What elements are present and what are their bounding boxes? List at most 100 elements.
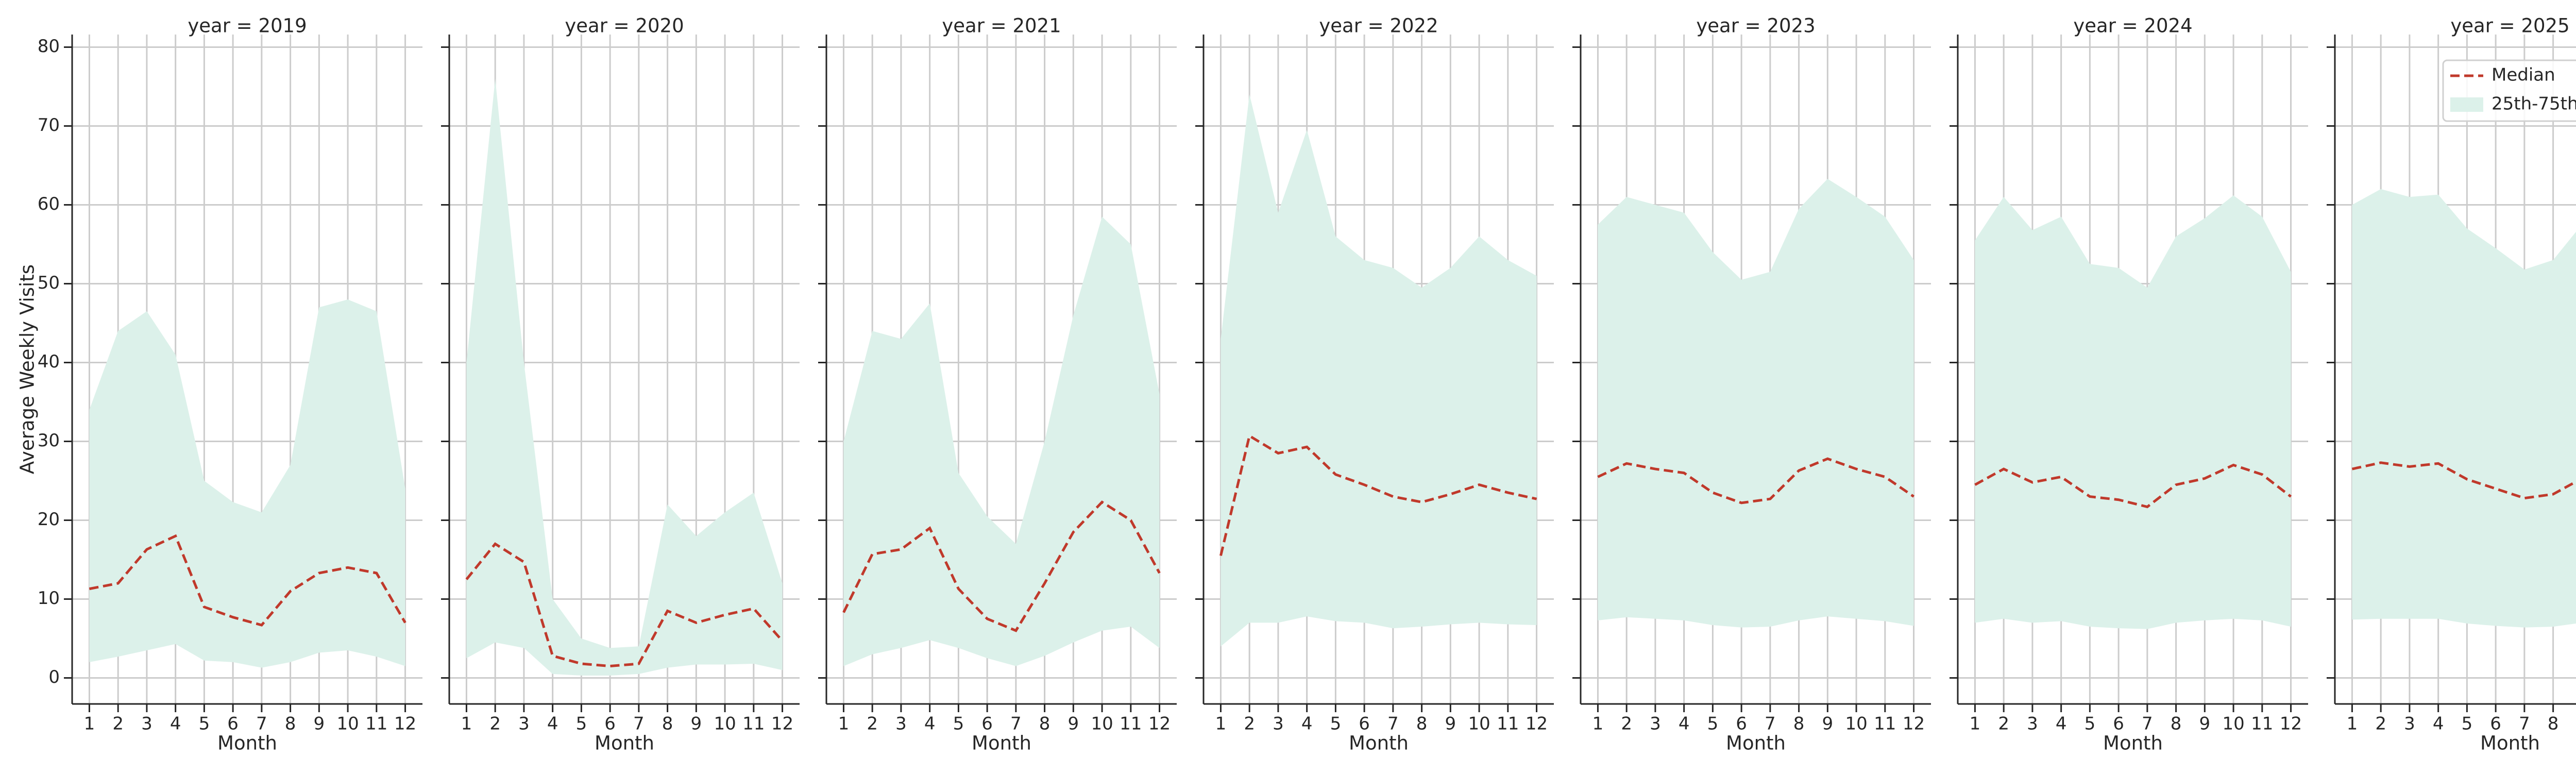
median-line <box>1974 463 2292 509</box>
x-tick-label: 6 <box>227 714 239 734</box>
facet-title: year = 2023 <box>1696 15 1815 37</box>
x-tick-label: 1 <box>1215 714 1227 734</box>
x-axis-label: Month <box>1726 732 1786 754</box>
y-tick-label: 10 <box>38 588 60 609</box>
x-tick-label: 7 <box>2142 714 2153 734</box>
x-tick-label: 6 <box>2113 714 2124 734</box>
median-line <box>842 500 1161 632</box>
y-axis-label: Average Weekly Visits <box>16 264 39 474</box>
x-tick-label: 9 <box>2199 714 2211 734</box>
x-tick-label: 9 <box>314 714 325 734</box>
y-tick-label: 60 <box>38 194 60 214</box>
x-tick-label: 7 <box>256 714 267 734</box>
x-tick-label: 11 <box>1874 714 1896 734</box>
median-line <box>465 542 784 668</box>
x-tick-label: 10 <box>714 714 736 734</box>
y-tick-label: 0 <box>48 667 60 687</box>
legend-label: 25th-75th Percentile <box>2492 94 2576 114</box>
x-tick-label: 5 <box>1707 714 1719 734</box>
x-tick-label: 9 <box>691 714 702 734</box>
facet-title: year = 2021 <box>942 15 1061 37</box>
x-tick-label: 6 <box>2490 714 2501 734</box>
x-tick-label: 10 <box>1468 714 1490 734</box>
x-tick-label: 3 <box>2404 714 2415 734</box>
median-line <box>1597 457 1914 505</box>
x-tick-label: 4 <box>1679 714 1690 734</box>
x-tick-label: 9 <box>1068 714 1079 734</box>
percentile-band <box>1598 178 1914 628</box>
x-tick-label: 8 <box>1793 714 1805 734</box>
x-tick-label: 11 <box>1120 714 1142 734</box>
x-tick-label: 4 <box>2433 714 2444 734</box>
percentile-band <box>466 78 783 676</box>
x-tick-label: 3 <box>2027 714 2038 734</box>
median-line <box>2351 461 2576 500</box>
x-tick-label: 6 <box>604 714 616 734</box>
facet-title: year = 2024 <box>2073 15 2192 37</box>
x-tick-label: 3 <box>1650 714 1661 734</box>
x-axis-label: Month <box>2480 732 2540 754</box>
x-tick-label: 8 <box>2171 714 2182 734</box>
x-tick-label: 1 <box>838 714 850 734</box>
x-tick-label: 3 <box>518 714 530 734</box>
x-tick-label: 2 <box>1621 714 1632 734</box>
facet-title: year = 2025 <box>2450 15 2569 37</box>
x-tick-label: 5 <box>953 714 964 734</box>
x-tick-label: 7 <box>1010 714 1022 734</box>
x-tick-label: 10 <box>2222 714 2244 734</box>
x-axis-label: Month <box>595 732 654 754</box>
x-axis-label: Month <box>2103 732 2163 754</box>
x-tick-label: 5 <box>2462 714 2473 734</box>
x-tick-label: 5 <box>2084 714 2096 734</box>
legend-swatch <box>2450 97 2483 112</box>
percentile-band <box>1975 195 2291 629</box>
x-tick-label: 11 <box>365 714 387 734</box>
x-tick-label: 7 <box>633 714 645 734</box>
x-tick-label: 3 <box>141 714 152 734</box>
x-tick-label: 4 <box>170 714 181 734</box>
x-tick-label: 1 <box>461 714 472 734</box>
x-tick-label: 12 <box>394 714 416 734</box>
x-tick-label: 6 <box>981 714 993 734</box>
percentile-band <box>1221 94 1537 647</box>
x-tick-label: 12 <box>1526 714 1548 734</box>
x-axis-label: Month <box>972 732 1031 754</box>
percentile-band <box>843 216 1160 666</box>
x-tick-label: 5 <box>576 714 587 734</box>
x-tick-label: 6 <box>1359 714 1370 734</box>
x-tick-label: 2 <box>867 714 878 734</box>
x-tick-label: 6 <box>1736 714 1747 734</box>
y-tick-label: 70 <box>38 115 60 136</box>
x-tick-label: 12 <box>1148 714 1171 734</box>
x-tick-label: 8 <box>2548 714 2559 734</box>
x-tick-label: 8 <box>662 714 673 734</box>
x-tick-label: 9 <box>1822 714 1834 734</box>
x-tick-label: 4 <box>924 714 936 734</box>
x-tick-label: 11 <box>2251 714 2273 734</box>
x-tick-label: 8 <box>285 714 296 734</box>
y-tick-label: 80 <box>38 36 60 57</box>
x-tick-label: 4 <box>547 714 558 734</box>
x-tick-label: 7 <box>1765 714 1776 734</box>
legend-label: Median <box>2492 65 2555 86</box>
y-tick-label: 20 <box>38 509 60 530</box>
x-tick-label: 4 <box>2056 714 2067 734</box>
x-tick-label: 10 <box>336 714 359 734</box>
x-tick-label: 12 <box>2280 714 2302 734</box>
facet-title: year = 2022 <box>1319 15 1438 37</box>
y-tick-label: 40 <box>38 351 60 372</box>
x-tick-label: 10 <box>1091 714 1113 734</box>
x-tick-label: 2 <box>112 714 124 734</box>
x-tick-label: 4 <box>1301 714 1313 734</box>
x-tick-label: 11 <box>742 714 765 734</box>
x-tick-label: 1 <box>84 714 95 734</box>
x-tick-label: 1 <box>2347 714 2358 734</box>
x-tick-label: 1 <box>1592 714 1604 734</box>
x-tick-label: 7 <box>1387 714 1399 734</box>
x-tick-label: 1 <box>1970 714 1981 734</box>
y-tick-label: 50 <box>38 273 60 293</box>
facet-title: year = 2020 <box>565 15 684 37</box>
facet-title: year = 2019 <box>188 15 307 37</box>
x-tick-label: 5 <box>1330 714 1342 734</box>
